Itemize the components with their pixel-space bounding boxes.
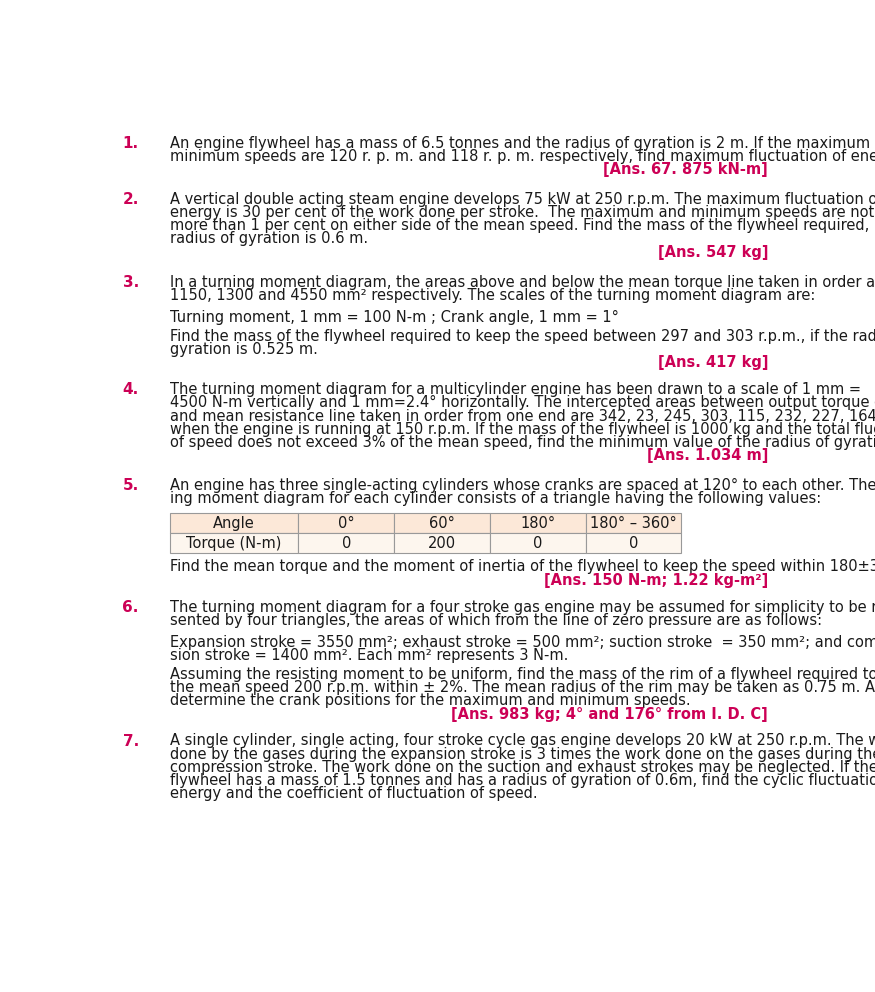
Text: 2.: 2. [123, 192, 139, 207]
Bar [585, 534, 682, 554]
Text: 7.: 7. [123, 733, 139, 749]
Text: 4500 N-m vertically and 1 mm=2.4° horizontally. The intercepted areas between ou: 4500 N-m vertically and 1 mm=2.4° horizo… [170, 396, 875, 411]
Text: sented by four triangles, the areas of which from the line of zero pressure are : sented by four triangles, the areas of w… [170, 613, 822, 628]
Text: 180°: 180° [521, 516, 556, 531]
Text: flywheel has a mass of 1.5 tonnes and has a radius of gyration of 0.6m, find the: flywheel has a mass of 1.5 tonnes and ha… [170, 773, 875, 788]
Text: [Ans. 547 kg]: [Ans. 547 kg] [658, 245, 768, 260]
Text: A single cylinder, single acting, four stroke cycle gas engine develops 20 kW at: A single cylinder, single acting, four s… [170, 733, 875, 749]
Text: 5.: 5. [123, 478, 139, 493]
Text: sion stroke = 1400 mm². Each mm² represents 3 N-m.: sion stroke = 1400 mm². Each mm² represe… [170, 648, 568, 663]
Text: minimum speeds are 120 r. p. m. and 118 r. p. m. respectively, find maximum fluc: minimum speeds are 120 r. p. m. and 118 … [170, 149, 875, 164]
Bar [490, 534, 585, 554]
Text: compression stroke. The work done on the suction and exhaust strokes may be negl: compression stroke. The work done on the… [170, 760, 875, 775]
Text: [Ans. 983 kg; 4° and 176° from I. D. C]: [Ans. 983 kg; 4° and 176° from I. D. C] [452, 706, 768, 721]
Text: [Ans. 150 N-m; 1.22 kg-m²]: [Ans. 150 N-m; 1.22 kg-m²] [544, 572, 768, 587]
Text: Assuming the resisting moment to be uniform, find the mass of the rim of a flywh: Assuming the resisting moment to be unif… [170, 668, 875, 682]
Text: done by the gases during the expansion stroke is 3 times the work done on the ga: done by the gases during the expansion s… [170, 747, 875, 762]
Bar [585, 513, 682, 534]
Text: 200: 200 [428, 536, 456, 551]
Text: An engine has three single-acting cylinders whose cranks are spaced at 120° to e: An engine has three single-acting cylind… [170, 478, 875, 493]
Bar [490, 513, 585, 534]
Text: radius of gyration is 0.6 m.: radius of gyration is 0.6 m. [170, 231, 368, 246]
Bar [394, 534, 490, 554]
Text: 60°: 60° [429, 516, 455, 531]
Text: 0: 0 [533, 536, 542, 551]
Bar [170, 513, 298, 534]
Text: 6.: 6. [123, 599, 139, 614]
Text: The turning moment diagram for a multicylinder engine has been drawn to a scale : The turning moment diagram for a multicy… [170, 382, 861, 398]
Text: [Ans. 417 kg]: [Ans. 417 kg] [658, 355, 768, 370]
Text: 3.: 3. [123, 275, 139, 290]
Text: and mean resistance line taken in order from one end are 342, 23, 245, 303, 115,: and mean resistance line taken in order … [170, 409, 875, 424]
Text: Turning moment, 1 mm = 100 N-m ; Crank angle, 1 mm = 1°: Turning moment, 1 mm = 100 N-m ; Crank a… [170, 310, 619, 325]
Text: when the engine is running at 150 r.p.m. If the mass of the flywheel is 1000 kg : when the engine is running at 150 r.p.m.… [170, 422, 875, 436]
Text: 1.: 1. [123, 136, 139, 151]
Bar [298, 513, 394, 534]
Text: 180° – 360°: 180° – 360° [590, 516, 677, 531]
Text: gyration is 0.525 m.: gyration is 0.525 m. [170, 342, 318, 357]
Text: 1150, 1300 and 4550 mm² respectively. The scales of the turning moment diagram a: 1150, 1300 and 4550 mm² respectively. Th… [170, 288, 816, 303]
Text: more than 1 per cent on either side of the mean speed. Find the mass of the flyw: more than 1 per cent on either side of t… [170, 218, 875, 233]
Text: 0: 0 [341, 536, 351, 551]
Text: Expansion stroke = 3550 mm²; exhaust stroke = 500 mm²; suction stroke  = 350 mm²: Expansion stroke = 3550 mm²; exhaust str… [170, 635, 875, 650]
Bar [394, 513, 490, 534]
Text: energy and the coefficient of fluctuation of speed.: energy and the coefficient of fluctuatio… [170, 786, 537, 801]
Text: of speed does not exceed 3% of the mean speed, find the minimum value of the rad: of speed does not exceed 3% of the mean … [170, 434, 875, 449]
Text: Find the mass of the flywheel required to keep the speed between 297 and 303 r.p: Find the mass of the flywheel required t… [170, 329, 875, 344]
Text: energy is 30 per cent of the work done per stroke.  The maximum and minimum spee: energy is 30 per cent of the work done p… [170, 205, 875, 220]
Text: [Ans. 67. 875 kN-m]: [Ans. 67. 875 kN-m] [604, 162, 768, 178]
Bar [170, 534, 298, 554]
Text: An engine flywheel has a mass of 6.5 tonnes and the radius of gyration is 2 m. I: An engine flywheel has a mass of 6.5 ton… [170, 136, 875, 151]
Text: Torque (N-m): Torque (N-m) [186, 536, 282, 551]
Text: ing moment diagram for each cylinder consists of a triangle having the following: ing moment diagram for each cylinder con… [170, 491, 821, 506]
Text: 0°: 0° [338, 516, 354, 531]
Text: Find the mean torque and the moment of inertia of the flywheel to keep the speed: Find the mean torque and the moment of i… [170, 559, 875, 574]
Text: The turning moment diagram for a four stroke gas engine may be assumed for simpl: The turning moment diagram for a four st… [170, 599, 875, 614]
Bar [298, 534, 394, 554]
Text: A vertical double acting steam engine develops 75 kW at 250 r.p.m. The maximum f: A vertical double acting steam engine de… [170, 192, 875, 207]
Text: In a turning moment diagram, the areas above and below the mean torque line take: In a turning moment diagram, the areas a… [170, 275, 875, 290]
Text: the mean speed 200 r.p.m. within ± 2%. The mean radius of the rim may be taken a: the mean speed 200 r.p.m. within ± 2%. T… [170, 681, 875, 695]
Text: 0: 0 [629, 536, 638, 551]
Text: determine the crank positions for the maximum and minimum speeds.: determine the crank positions for the ma… [170, 693, 690, 708]
Text: Angle: Angle [214, 516, 255, 531]
Text: [Ans. 1.034 m]: [Ans. 1.034 m] [647, 447, 768, 463]
Text: 4.: 4. [123, 382, 139, 398]
